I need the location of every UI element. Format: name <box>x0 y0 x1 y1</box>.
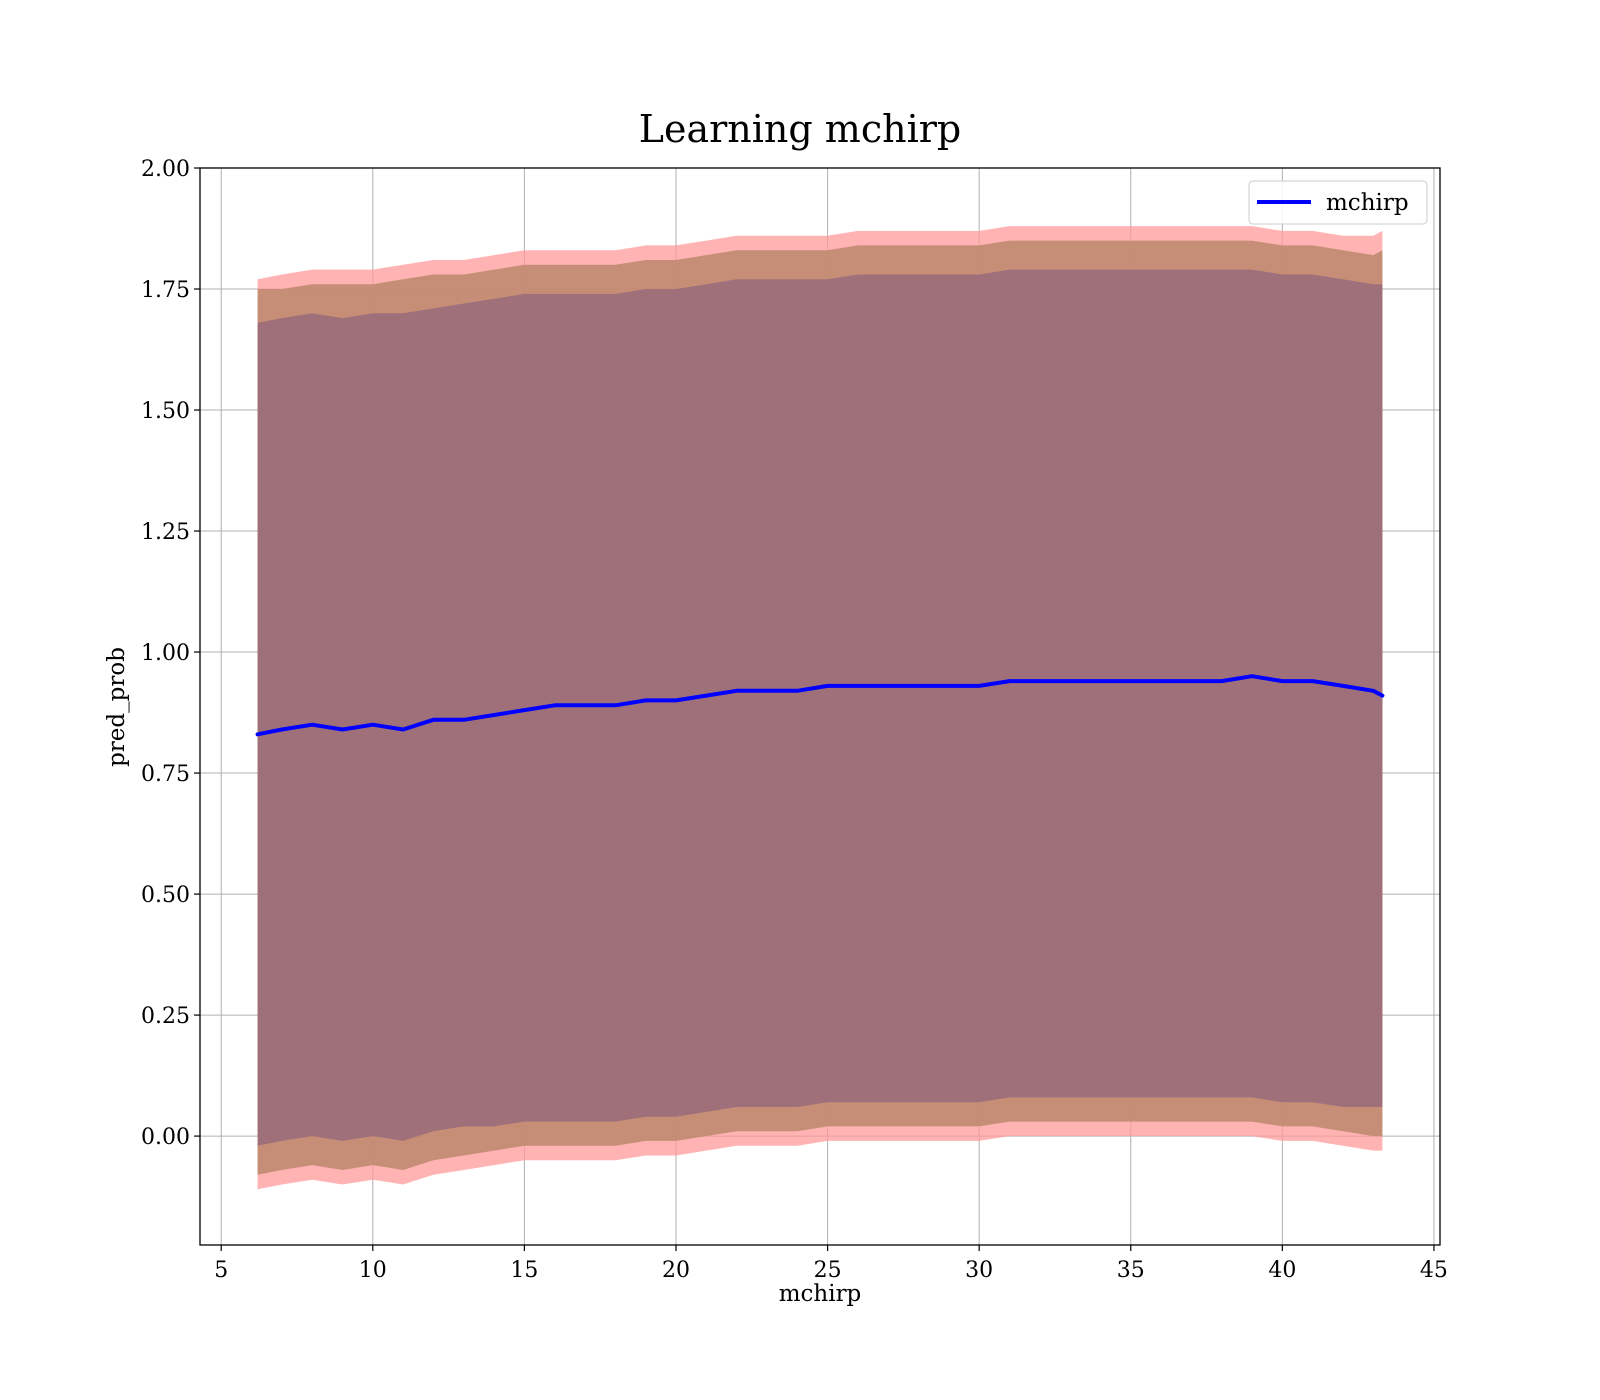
legend-box <box>1248 180 1428 225</box>
y-tick-label: 1.50 <box>141 399 190 424</box>
band-inner <box>257 269 1383 1146</box>
x-tick-label: 30 <box>965 1258 993 1283</box>
x-tick-label: 35 <box>1117 1258 1145 1283</box>
y-tick-label: 0.00 <box>141 1125 190 1150</box>
x-tick-label: 45 <box>1420 1258 1448 1283</box>
legend-label: mchirp <box>1326 190 1409 216</box>
x-tick-label: 15 <box>510 1258 538 1283</box>
y-tick-label: 1.75 <box>141 278 190 303</box>
y-tick-label: 0.75 <box>141 762 190 787</box>
legend: mchirp <box>1248 180 1428 225</box>
x-tick-label: 25 <box>814 1258 842 1283</box>
series-line-0 <box>255 674 1385 737</box>
chart-title: Learning mchirp <box>639 107 961 151</box>
series-lines <box>255 674 1385 737</box>
x-tick-label: 10 <box>359 1258 387 1283</box>
y-tick-label: 2.00 <box>141 157 190 182</box>
x-tick-label: 5 <box>214 1258 228 1283</box>
y-axis-label: pred_prob <box>104 647 130 767</box>
x-tick-label: 40 <box>1268 1258 1296 1283</box>
y-axis: 0.00 0.25 0.50 0.75 1.00 1.25 1.50 1.75 2.00 <box>141 157 200 1150</box>
y-tick-label: 1.25 <box>141 520 190 545</box>
y-tick-label: 1.00 <box>141 641 190 666</box>
plot-frame <box>199 167 1441 1246</box>
x-tick-label: 20 <box>662 1258 690 1283</box>
y-tick-label: 0.50 <box>141 883 190 908</box>
x-axis: 5 10 15 20 25 30 35 40 45 <box>214 1245 1448 1283</box>
confidence-bands <box>257 226 1383 1190</box>
y-tick-label: 0.25 <box>141 1004 190 1029</box>
x-axis-label: mchirp <box>779 1281 862 1307</box>
